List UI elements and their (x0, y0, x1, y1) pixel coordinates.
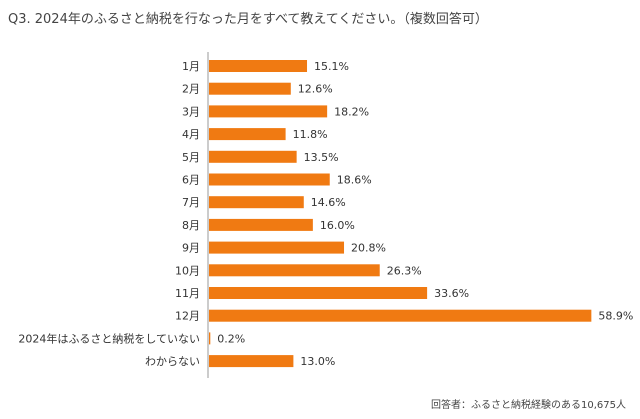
category-label: 4月 (182, 128, 200, 141)
value-label: 14.6% (311, 196, 346, 209)
category-label: わからない (145, 355, 200, 368)
value-label: 18.6% (337, 174, 372, 187)
category-label: 10月 (175, 264, 200, 277)
bar (209, 264, 380, 277)
chart-title: Q3. 2024年のふるさと納税を行なった月をすべて教えてください。（複数回答可… (8, 12, 488, 27)
category-label: 6月 (182, 174, 200, 187)
value-label: 15.1% (314, 60, 349, 73)
bar (209, 241, 345, 254)
value-label: 33.6% (434, 287, 469, 300)
bar (209, 82, 291, 95)
bar (209, 173, 330, 186)
bars-layer: 1月 15.1% 2月 12.6% 3月 18.2% 4月 11.8% 5月 13.5% 6月 18.… (18, 60, 633, 368)
category-label: 7月 (182, 196, 200, 209)
value-label: 26.3% (387, 264, 422, 277)
category-label: 2月 (182, 83, 200, 96)
bar (209, 128, 286, 141)
bar (209, 218, 313, 231)
value-label: 12.6% (298, 83, 333, 96)
bar (209, 309, 592, 322)
category-label: 11月 (175, 287, 200, 300)
bar (209, 355, 294, 368)
bar (209, 332, 211, 345)
bar (209, 60, 308, 72)
bar (209, 150, 297, 163)
value-label: 0.2% (217, 332, 245, 345)
value-label: 13.0% (300, 355, 335, 368)
bar (209, 196, 304, 209)
bar (209, 287, 428, 299)
category-label: 8月 (182, 219, 200, 232)
respondent-note: 回答者：ふるさと納税経験のある10,675人 (431, 400, 626, 411)
value-label: 13.5% (304, 151, 339, 164)
value-label: 20.8% (351, 242, 386, 255)
bar (209, 105, 328, 118)
category-label: 9月 (182, 242, 200, 255)
category-label: 2024年はふるさと納税をしていない (18, 331, 200, 345)
category-label: 3月 (182, 105, 200, 118)
value-label: 16.0% (320, 219, 355, 232)
category-label: 12月 (175, 310, 200, 323)
value-label: 18.2% (334, 105, 369, 118)
value-label: 58.9% (598, 310, 633, 323)
category-label: 5月 (182, 151, 200, 164)
value-label: 11.8% (293, 128, 328, 141)
category-label: 1月 (182, 60, 200, 73)
